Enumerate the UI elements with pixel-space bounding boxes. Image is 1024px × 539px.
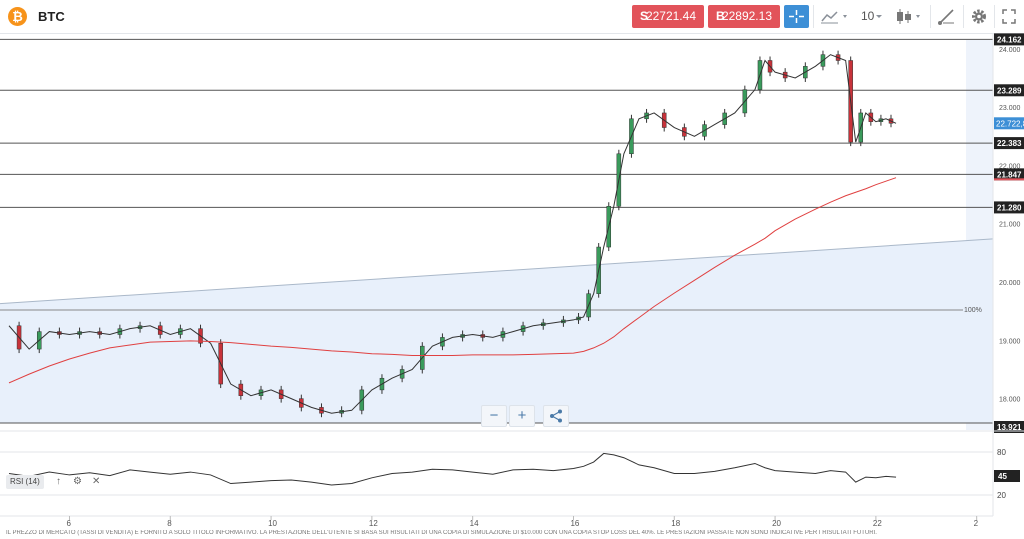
- time-tick: 10: [268, 519, 277, 528]
- time-tick: 16: [570, 519, 579, 528]
- arrow-up-icon[interactable]: ↑: [56, 476, 61, 487]
- horizontal-lines[interactable]: [0, 38, 993, 208]
- price-chart[interactable]: 100% 24.000 23.000 22.000 21.000 20.000 19.00…: [0, 33, 1024, 539]
- time-tick: 18: [671, 519, 680, 528]
- toolbar-divider: [930, 5, 931, 28]
- disclaimer-text: IL PREZZO DI MERCATO (TASSI DI VENDITA) …: [6, 530, 877, 536]
- price-axis: 24.000 23.000 22.000 21.000 20.000 19.000 18.0…: [999, 47, 1021, 404]
- channel-area: [0, 238, 993, 423]
- sell-label: S: [640, 9, 649, 23]
- gear-icon: [972, 9, 986, 24]
- price-level-tag-bg: [994, 421, 1024, 433]
- price-level-tag: 21.847: [997, 170, 1022, 179]
- rsi-label: RSI (14): [6, 475, 44, 489]
- buy-price: 22892.13: [721, 9, 772, 23]
- expand-icon: [1002, 9, 1016, 24]
- sell-price: 22721.44: [645, 9, 696, 23]
- price-level-tag-bg: [994, 33, 1024, 46]
- price-tick: 21.000: [999, 222, 1021, 229]
- interval-value: 10: [861, 9, 875, 23]
- current-price-tag: 22.722,8: [994, 117, 1024, 130]
- chart-toolbar: ₿ BTC S 22721.44 B 22892.13 10: [0, 0, 1024, 34]
- price-level-tag-bg: [994, 84, 1024, 97]
- candles-button[interactable]: [892, 5, 926, 28]
- price-level-tag: 24.162: [997, 35, 1022, 44]
- time-tick: 12: [369, 519, 378, 528]
- rsi-current-value: 45: [998, 472, 1007, 481]
- chevron-down-icon: [876, 15, 882, 18]
- price-tick: 23.000: [999, 105, 1021, 112]
- crosshair-icon: [789, 10, 804, 23]
- time-tick: 6: [66, 519, 71, 528]
- price-tick: 22.000: [999, 163, 1021, 170]
- share-button[interactable]: [543, 405, 569, 427]
- buy-label: B: [716, 9, 725, 23]
- price-level-tag-bg: [994, 168, 1024, 181]
- price-level-tag-bg: [994, 137, 1024, 150]
- price-level-tag: 21.280: [997, 203, 1022, 212]
- price-level-tag: 23.289: [997, 86, 1022, 95]
- zoom-out-label: −: [489, 407, 499, 424]
- rsi-series-line: [8, 452, 897, 486]
- price-level-tag: 22.383: [997, 139, 1022, 148]
- bitcoin-icon: ₿: [8, 7, 27, 26]
- sell-button[interactable]: S 22721.44: [632, 5, 704, 28]
- time-tick: 2: [974, 519, 979, 528]
- zoom-out-button[interactable]: −: [481, 405, 507, 427]
- gear-icon[interactable]: ⚙: [73, 476, 82, 487]
- toolbar-divider: [994, 5, 995, 28]
- drawing-icon: [938, 9, 954, 25]
- time-axis: 6 8 10 12 14 16 18 20 22 2: [66, 516, 979, 528]
- toolbar-divider: [963, 5, 964, 28]
- share-icon: [550, 409, 562, 423]
- settings-button[interactable]: [967, 5, 991, 28]
- close-icon[interactable]: ✕: [92, 476, 101, 487]
- time-tick: 20: [772, 519, 781, 528]
- buy-button[interactable]: B 22892.13: [708, 5, 780, 28]
- price-tick: 18.000: [999, 397, 1021, 404]
- chart-type-button[interactable]: [818, 5, 852, 28]
- current-price-value: 22.722,8: [996, 119, 1024, 128]
- price-level-tag: 13.921: [997, 423, 1022, 432]
- time-tick: 8: [167, 519, 172, 528]
- price-level-tags: 24.162 23.289 22.383 21.847 21.280 13.921: [994, 33, 1024, 433]
- trend-line[interactable]: [0, 238, 994, 305]
- moving-average-line: [8, 177, 897, 384]
- rsi-tick-80: 80: [997, 448, 1006, 457]
- crosshair-button[interactable]: [784, 5, 809, 28]
- candles-icon: [897, 9, 920, 24]
- chart-type-icon: [821, 11, 847, 24]
- interval-select[interactable]: 10: [856, 5, 886, 28]
- price-tick: 19.000: [999, 338, 1021, 345]
- rsi-current-tag: [994, 470, 1020, 482]
- price-level-tag-marker: [994, 178, 1024, 181]
- fib-label: 100%: [964, 307, 982, 314]
- time-tick: 22: [873, 519, 882, 528]
- zoom-in-button[interactable]: +: [509, 405, 535, 427]
- price-tick: 24.000: [999, 47, 1021, 54]
- zoom-in-label: +: [517, 407, 527, 424]
- rsi-tick-20: 20: [997, 491, 1006, 500]
- drawing-tools-button[interactable]: [934, 5, 960, 28]
- chart-canvas[interactable]: 100% 24.000 23.000 22.000 21.000 20.000 19.00…: [0, 33, 1024, 539]
- symbol-name: BTC: [38, 9, 65, 24]
- price-series-line: [8, 54, 897, 414]
- time-tick: 14: [470, 519, 479, 528]
- price-level-tag-bg: [994, 201, 1024, 214]
- price-tick: 20.000: [999, 280, 1021, 287]
- toolbar-divider: [813, 5, 814, 28]
- fullscreen-button[interactable]: [998, 5, 1020, 28]
